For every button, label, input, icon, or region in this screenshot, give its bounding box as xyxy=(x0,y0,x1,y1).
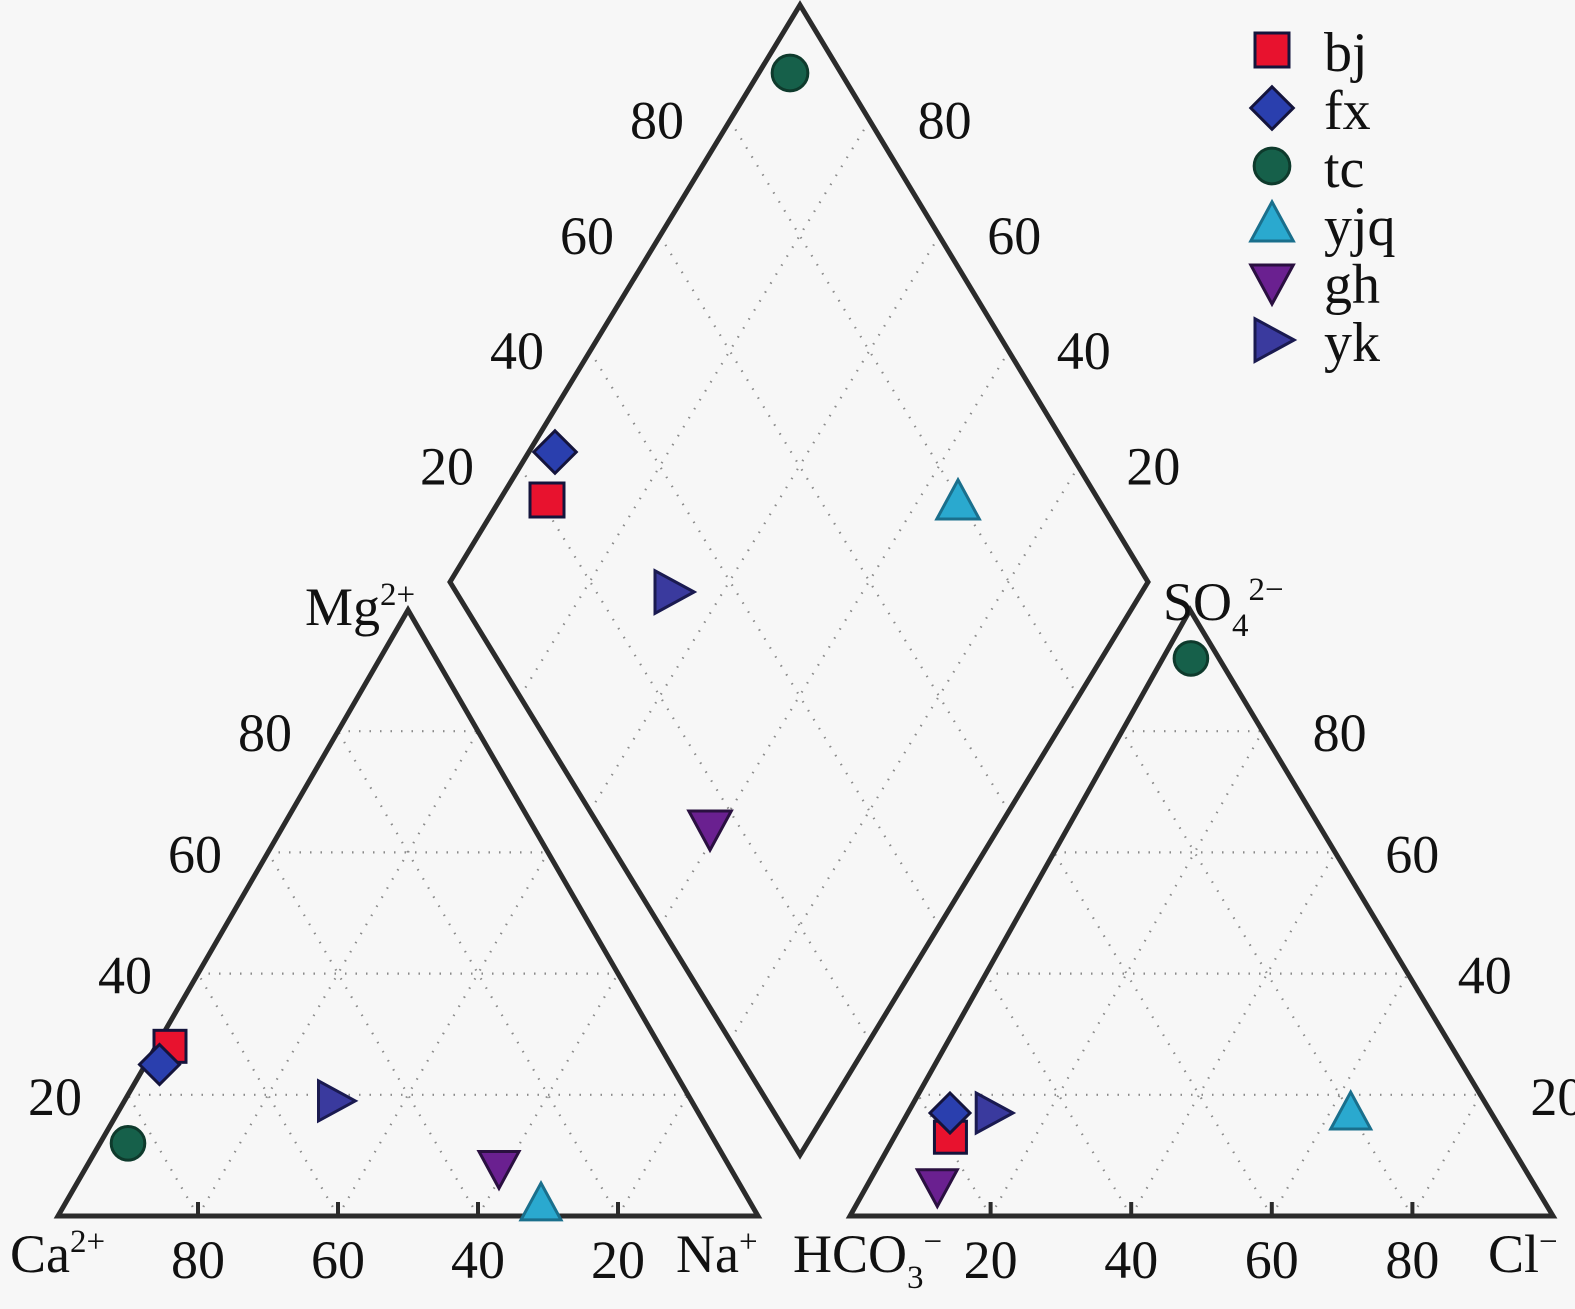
anion-bottom-tick-label: 60 xyxy=(1245,1230,1299,1290)
anion-right-tick-label: 20 xyxy=(1530,1067,1575,1127)
legend-item-bj[interactable]: bj xyxy=(1253,22,1368,84)
diamond-right-tick-label: 60 xyxy=(987,206,1041,266)
diamond-gridline xyxy=(659,350,1010,927)
data-point-diamond-bj xyxy=(528,481,566,519)
tc-legend-marker xyxy=(1252,146,1292,186)
data-point-diamond-yjq xyxy=(934,476,982,521)
anion-gridline xyxy=(985,973,1133,1217)
ion-corner-labels: Ca2+ Na+ Mg2+ HCO3− Cl− SO42− xyxy=(10,572,1558,1296)
data-point-diamond-yk xyxy=(653,568,698,616)
gridlines-layer xyxy=(127,119,1482,1217)
diamond-gridline xyxy=(659,235,1010,812)
diamond-left-tick-label: 40 xyxy=(490,321,544,381)
cation-gridline xyxy=(127,1094,199,1217)
data-point-diamond-fx xyxy=(531,428,579,476)
diamond-left-tick-label: 60 xyxy=(560,206,614,266)
cation-left-tick-label: 60 xyxy=(168,824,222,884)
anion-bottom-tick-label: 20 xyxy=(964,1230,1018,1290)
cation-bottom-tick-label: 20 xyxy=(591,1230,645,1290)
data-point-cation-fx xyxy=(137,1042,182,1087)
data-point-anion-yjq xyxy=(1328,1089,1374,1131)
hco3-axis-label: HCO3− xyxy=(793,1224,942,1296)
data-point-cation-tc xyxy=(109,1124,147,1162)
cl-axis-label: Cl− xyxy=(1488,1224,1558,1284)
fx-legend-marker xyxy=(1248,84,1296,132)
axes-frame-layer xyxy=(53,0,1558,1219)
legend-item-tc[interactable]: tc xyxy=(1252,138,1364,200)
data-markers-layer xyxy=(109,53,1374,1222)
data-point-anion-yk xyxy=(974,1090,1017,1136)
anion-gridline xyxy=(1411,1094,1482,1217)
diamond-gridline xyxy=(589,235,941,812)
cation-left-tick-label: 40 xyxy=(98,946,152,1006)
legend-label-yjq: yjq xyxy=(1324,196,1396,258)
mg-axis-label: Mg2+ xyxy=(305,577,415,637)
legend-label-yk: yk xyxy=(1324,312,1380,374)
anion-gridline xyxy=(1270,973,1409,1217)
data-point-cation-gh xyxy=(476,1150,522,1192)
tick-marks-layer xyxy=(196,1202,1415,1216)
cation-bottom-tick-label: 60 xyxy=(311,1230,365,1290)
legend-label-fx: fx xyxy=(1324,80,1371,142)
anion-right-tick-label: 80 xyxy=(1313,703,1367,763)
anion-gridline xyxy=(989,730,1264,1217)
cation-gridline xyxy=(267,851,479,1217)
anion-triangle-frame xyxy=(845,605,1558,1219)
data-point-anion-fx xyxy=(927,1090,973,1136)
anion-gridline xyxy=(1130,851,1337,1217)
cation-left-tick-label: 20 xyxy=(28,1067,82,1127)
ca-axis-label: Ca2+ xyxy=(10,1224,105,1284)
legend-item-yjq[interactable]: yjq xyxy=(1248,196,1396,258)
legend-label-tc: tc xyxy=(1324,138,1364,200)
legend-label-gh: gh xyxy=(1324,254,1380,316)
cation-bottom-tick-label: 80 xyxy=(171,1230,225,1290)
diamond-right-tick-label: 20 xyxy=(1126,437,1180,497)
cation-triangle-frame xyxy=(53,605,763,1219)
diamond-right-tick-label: 80 xyxy=(918,90,972,150)
data-point-diamond-gh xyxy=(686,809,734,854)
data-point-anion-gh xyxy=(914,1168,960,1210)
legend-item-gh[interactable]: gh xyxy=(1248,254,1380,316)
cation-bottom-tick-label: 40 xyxy=(451,1230,505,1290)
cation-gridline xyxy=(617,1094,689,1217)
anion-bottom-tick-label: 80 xyxy=(1385,1230,1439,1290)
diamond-right-tick-label: 40 xyxy=(1057,321,1111,381)
diamond-gridline xyxy=(519,119,871,698)
data-point-diamond-tc xyxy=(770,53,810,93)
cation-gridline xyxy=(337,851,549,1217)
diamond-frame xyxy=(447,0,1151,1160)
diamond-gridline xyxy=(519,466,871,1041)
na-axis-label: Na+ xyxy=(676,1224,758,1284)
diamond-left-tick-label: 80 xyxy=(630,90,684,150)
bj-legend-marker xyxy=(1253,31,1291,69)
anion-right-tick-label: 60 xyxy=(1385,824,1439,884)
data-point-cation-yjq xyxy=(518,1179,564,1222)
anion-bottom-tick-label: 40 xyxy=(1104,1230,1158,1290)
yk-legend-marker xyxy=(1253,316,1298,364)
legend-item-yk[interactable]: yk xyxy=(1253,312,1380,374)
diamond-gridline xyxy=(729,119,1080,698)
legend-item-fx[interactable]: fx xyxy=(1248,80,1371,142)
diamond-gridline xyxy=(589,350,941,927)
cation-left-tick-label: 80 xyxy=(238,703,292,763)
legend-label-bj: bj xyxy=(1324,22,1368,84)
anion-right-tick-label: 40 xyxy=(1458,946,1512,1006)
data-point-cation-yk xyxy=(317,1078,359,1124)
diamond-gridline xyxy=(729,466,1080,1041)
yjq-legend-marker xyxy=(1248,198,1296,243)
diamond-left-tick-label: 20 xyxy=(420,437,474,497)
gh-legend-marker xyxy=(1248,263,1296,308)
data-point-anion-tc xyxy=(1172,640,1210,677)
so4-axis-label: SO42− xyxy=(1163,572,1284,644)
